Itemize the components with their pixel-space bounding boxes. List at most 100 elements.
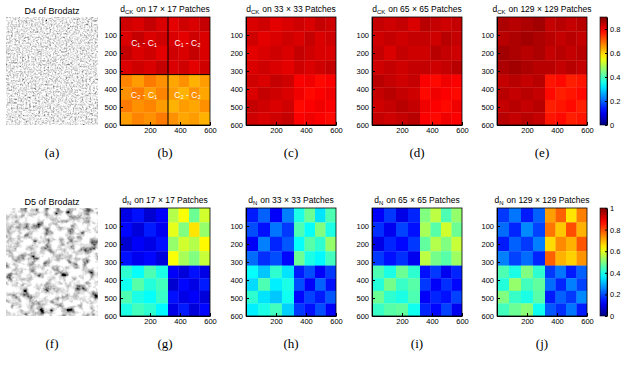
heatmap-cell: [326, 46, 337, 61]
heatmap-cell: [533, 17, 545, 32]
heatmap-cell: [566, 31, 577, 46]
annotation: C₂ - C₁: [131, 90, 157, 100]
heatmap-cell: [189, 251, 200, 266]
tick-label: 200: [396, 317, 409, 326]
heatmap-cell: [168, 291, 179, 304]
heatmap-cell: [200, 303, 211, 316]
tick: 300: [356, 258, 375, 267]
tick: 100: [356, 222, 375, 231]
x-axis: 200400600: [373, 122, 469, 135]
heatmap-cell: [372, 266, 384, 279]
heatmap-cell: [179, 112, 190, 125]
texture-panel: D4 of Brodatz(a): [6, 5, 98, 160]
heatmap-cell: [270, 266, 282, 279]
tick: 0.6: [605, 247, 620, 256]
heatmap-cell: [156, 112, 168, 125]
tick-label: 0.2: [610, 97, 620, 106]
x-axis: 200400600: [498, 122, 594, 135]
tick-label: 200: [270, 317, 283, 326]
texture-image: [6, 208, 98, 316]
tick-mark: [605, 294, 607, 295]
heatmap-cell: [258, 112, 270, 125]
heatmap-cell: [270, 303, 282, 316]
heatmap-cell: [156, 46, 168, 61]
tick: 400: [300, 313, 313, 326]
heatmap-cell: [258, 251, 270, 266]
tick-label: 500: [104, 103, 117, 112]
heatmap-cell: [420, 17, 431, 32]
tick-label: 600: [481, 312, 494, 321]
heatmap-cell: [372, 17, 384, 32]
heatmap-cell: [566, 75, 577, 88]
tick-label: 500: [481, 294, 494, 303]
tick-mark: [120, 53, 123, 54]
x-axis: 200400600: [121, 122, 217, 135]
heatmap-cell: [408, 46, 420, 61]
heatmap-cell: [497, 237, 509, 252]
heatmap-cell: [521, 303, 533, 316]
heatmap-cell: [326, 17, 337, 32]
tick: 400: [356, 85, 375, 94]
tick-label: 600: [204, 126, 217, 135]
heatmap-cell: [200, 237, 211, 252]
heatmap-cell: [270, 60, 282, 75]
panel-label: (d): [409, 145, 424, 160]
heatmap-cell: [545, 237, 556, 252]
heatmap-cell: [144, 251, 156, 266]
heatmap-cell: [556, 222, 567, 237]
heatmap-cell: [315, 278, 326, 291]
heatmap-cell: [441, 100, 452, 113]
heatmap-cell: [246, 222, 258, 237]
heatmap-cell: [258, 75, 270, 88]
tick-mark: [372, 298, 375, 299]
heatmap-cell: [566, 60, 577, 75]
tick-mark: [150, 313, 151, 316]
heatmap-cell: [282, 100, 294, 113]
tick-mark: [557, 313, 558, 316]
tick-mark: [462, 313, 463, 316]
y-axis: 100200300400500600: [104, 18, 123, 130]
heatmap-cell: [305, 222, 316, 237]
heatmap-cell: [533, 100, 545, 113]
tick-mark: [150, 122, 151, 125]
title-text: on 33 × 33 Patches: [262, 4, 336, 14]
cells: [120, 17, 210, 125]
tick-mark: [120, 35, 123, 36]
heatmap-cell: [420, 291, 431, 304]
heatmap-cell: [270, 17, 282, 32]
axis-line: [607, 18, 608, 126]
heatmap-cell: [521, 60, 533, 75]
tick: 0.8: [605, 25, 620, 34]
heatmap-cell: [420, 87, 431, 100]
chart-title: dCKon 65 × 65 Patches: [372, 4, 462, 15]
tick-label: 600: [356, 121, 369, 130]
heatmap-cell: [577, 303, 588, 316]
tick: 200: [104, 240, 123, 249]
heatmap-cell: [408, 112, 420, 125]
title-text: on 129 × 129 Patches: [509, 4, 592, 14]
tick-label: 200: [104, 240, 117, 249]
heatmap-cell: [509, 266, 521, 279]
y-axis: 100200300400500600: [104, 209, 123, 321]
heatmap-cell: [566, 237, 577, 252]
tick: 200: [104, 49, 123, 58]
heatmap-cell: [200, 100, 211, 113]
tick-label: 200: [230, 240, 243, 249]
tick-label: 100: [356, 31, 369, 40]
heatmap-cell: [384, 100, 396, 113]
heatmap-cell: [431, 60, 442, 75]
heatmap-cell: [396, 46, 408, 61]
tick-mark: [587, 122, 588, 125]
heatmap-cell: [577, 266, 588, 279]
heatmap-cell: [497, 75, 509, 88]
tick-mark: [605, 316, 607, 317]
heatmap-cell: [577, 60, 588, 75]
heatmap-cell: [441, 251, 452, 266]
heatmap-panel: 200400600100200300400500600dNon 33 × 33 …: [230, 195, 342, 351]
title-subscript: CK: [125, 9, 133, 15]
heatmap-cell: [270, 278, 282, 291]
heatmap-cell: [521, 75, 533, 88]
heatmap-cell: [120, 75, 132, 88]
heatmap-cell: [120, 100, 132, 113]
heatmap-cell: [132, 100, 144, 113]
